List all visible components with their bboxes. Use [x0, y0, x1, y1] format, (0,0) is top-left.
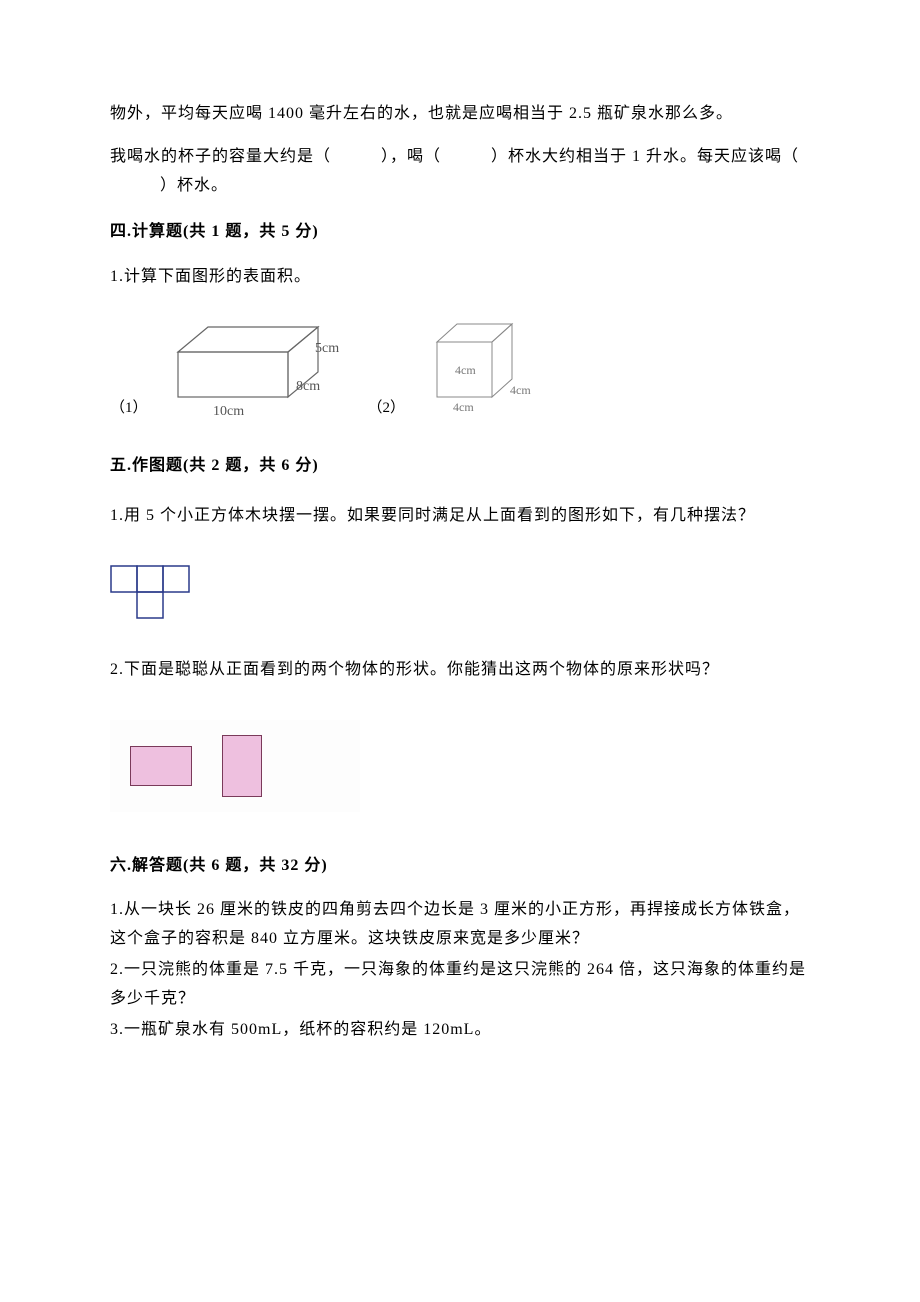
sec6-q1: 1.从一块长 26 厘米的铁皮的四角剪去四个边长是 3 厘米的小正方形，再捍接成… [110, 896, 810, 954]
cuboid-figure: 5cm 8cm 10cm [168, 312, 348, 422]
cube-figure: 4cm 4cm 4cm [425, 312, 545, 422]
fig1-label: （1） [110, 395, 148, 422]
section-4-heading: 四.计算题(共 1 题，共 5 分) [110, 218, 810, 247]
sec6-q3: 3.一瓶矿泉水有 500mL，纸杯的容积约是 120mL。 [110, 1016, 810, 1045]
page: 物外，平均每天应喝 1400 毫升左右的水，也就是应喝相当于 2.5 瓶矿泉水那… [0, 0, 920, 1302]
intro-frag-a: 我喝水的杯子的容量大约是（ [110, 148, 331, 165]
intro-frag-c: ）杯水大约相当于 1 升水。每天应该喝（ [491, 148, 799, 165]
cube-edge3: 4cm [453, 400, 474, 414]
intro-frag-b: ），喝（ [381, 148, 441, 165]
intro-frag-d: ）杯水。 [160, 177, 228, 194]
intro-line-1: 物外，平均每天应喝 1400 毫升左右的水，也就是应喝相当于 2.5 瓶矿泉水那… [110, 100, 810, 129]
cuboid-h-label: 5cm [315, 341, 339, 356]
sec5-q1: 1.用 5 个小正方体木块摆一摆。如果要同时满足从上面看到的图形如下，有几种摆法… [110, 497, 810, 535]
section-5-heading: 五.作图题(共 2 题，共 6 分) [110, 452, 810, 481]
pink-rect-tall [222, 735, 262, 797]
pink-rect-wide [130, 746, 192, 786]
figure-row: （1） 5cm 8cm 10cm （2） [110, 312, 810, 422]
t-shape-figure [110, 565, 810, 621]
cuboid-d-label: 8cm [296, 379, 320, 394]
section-6-heading: 六.解答题(共 6 题，共 32 分) [110, 852, 810, 881]
cuboid-w-label: 10cm [213, 404, 244, 419]
cube-edge1: 4cm [455, 363, 476, 377]
fig2-label: （2） [368, 395, 406, 422]
cube-edge2: 4cm [510, 383, 531, 397]
intro-line-2: 我喝水的杯子的容量大约是（ ），喝（ ）杯水大约相当于 1 升水。每天应该喝（ ）杯水… [110, 143, 810, 201]
two-rects-figure [110, 720, 360, 812]
sec4-q1: 1.计算下面图形的表面积。 [110, 263, 810, 292]
sec6-q2: 2.一只浣熊的体重是 7.5 千克，一只海象的体重约是这只浣熊的 264 倍，这… [110, 956, 810, 1014]
sec5-q2: 2.下面是聪聪从正面看到的两个物体的形状。你能猜出这两个物体的原来形状吗？ [110, 651, 810, 689]
